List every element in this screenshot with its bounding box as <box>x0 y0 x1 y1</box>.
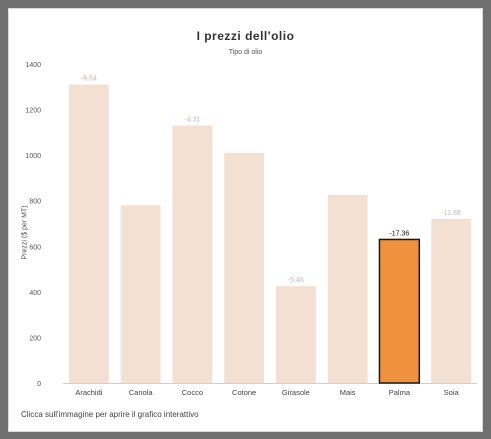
x-tick-label: Soia <box>444 388 460 397</box>
bar-canola[interactable] <box>120 205 161 383</box>
x-tick-label: Arachidi <box>75 388 102 397</box>
x-tick-label: Cocco <box>182 388 203 397</box>
bar-chart: 0 200 400 600 800 1000 1200 1400 Arachidi -5.54 Ca… <box>25 62 477 397</box>
data-label: -5.46 <box>288 277 304 284</box>
y-tick-label: 600 <box>29 244 41 251</box>
data-label: -11.88 <box>441 210 460 217</box>
x-tick-label: Canola <box>129 388 154 397</box>
chart-card[interactable]: I prezzi dell'olio Tipo di olio Prezzi (… <box>8 8 483 432</box>
y-tick-label: 0 <box>37 381 41 388</box>
chart-title: I prezzi dell'olio <box>196 29 295 43</box>
y-tick-label: 200 <box>29 335 41 342</box>
bar-soia[interactable] <box>431 218 472 383</box>
footer-link-text[interactable]: Clicca sull'immagine per aprire il grafi… <box>21 410 199 419</box>
data-label: -5.54 <box>81 76 97 83</box>
y-tick-label: 800 <box>29 199 41 206</box>
bar-mais[interactable] <box>327 195 368 383</box>
y-tick-label: 1000 <box>25 153 41 160</box>
y-tick-label: 1200 <box>25 108 41 115</box>
y-tick-label: 1400 <box>25 62 41 69</box>
bar-cocco[interactable] <box>172 125 213 384</box>
x-tick-label: Girasole <box>282 388 310 397</box>
bar-arachidi[interactable] <box>68 84 109 383</box>
x-tick-label: Palma <box>389 388 411 397</box>
bar-cotone[interactable] <box>224 152 265 383</box>
bar-girasole[interactable] <box>275 286 316 383</box>
data-label: -4.31 <box>184 117 200 124</box>
x-tick-label: Cotone <box>232 388 256 397</box>
data-label: -17.36 <box>389 230 409 237</box>
x-tick-label: Mais <box>340 388 356 397</box>
chart-subtitle: Tipo di olio <box>228 49 263 56</box>
bar-palma[interactable] <box>378 238 421 384</box>
y-tick-label: 400 <box>29 290 41 297</box>
